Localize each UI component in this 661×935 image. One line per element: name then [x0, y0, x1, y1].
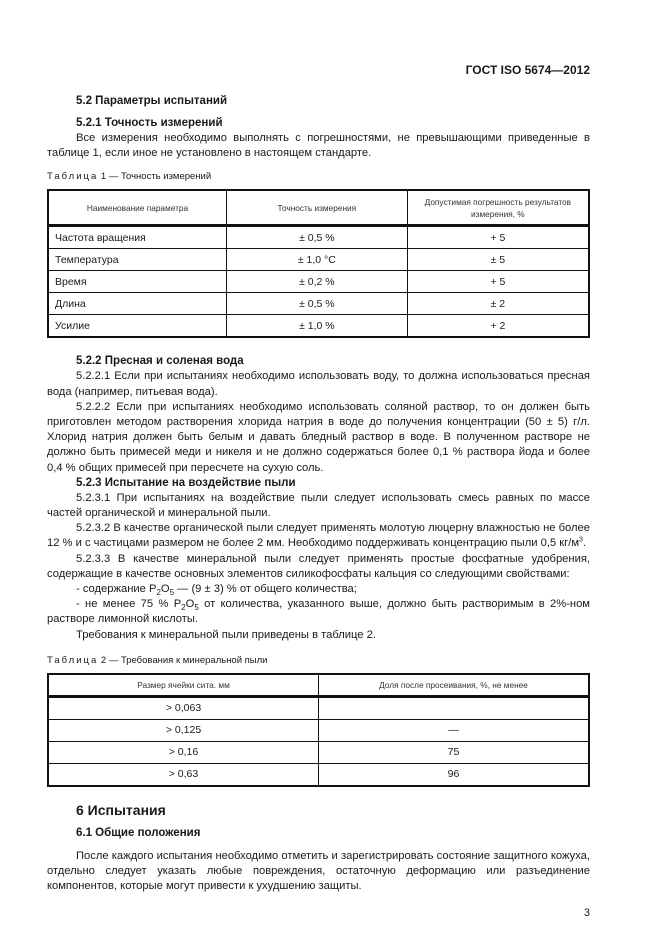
- cell: ± 1,0 °С: [226, 248, 408, 272]
- document-header: ГОСТ ISO 5674—2012: [465, 63, 590, 77]
- section-5-2-heading: 5.2 Параметры испытаний: [76, 95, 228, 107]
- cell: Время: [47, 270, 228, 294]
- cell: Температура: [47, 248, 228, 272]
- table1-caption: Таблица 1 — Точность измерений: [47, 171, 212, 183]
- column-header: Точность измерения: [226, 189, 408, 228]
- table-row: Усилие ± 1,0 % + 2: [47, 314, 590, 338]
- section-5-2-3-heading: 5.2.3 Испытание на воздействие пыли: [76, 476, 296, 489]
- paragraph-5-2-2-1: 5.2.2.1 Если при испытаниях необходимо и…: [47, 370, 590, 398]
- table-row: > 0,063: [47, 695, 590, 720]
- table-measurement-accuracy: Наименование параметра Точность измерени…: [47, 189, 590, 339]
- paragraph-5-2-2-2: 5.2.2.2 Если при испытаниях необходимо и…: [47, 400, 590, 474]
- page-number: 3: [583, 907, 590, 920]
- column-header: Наименование параметра: [47, 189, 228, 228]
- cell: > 0,125: [47, 718, 319, 742]
- cell: ± 1,0 %: [226, 314, 408, 338]
- cell: Усилие: [47, 314, 228, 338]
- table-row: Время ± 0,2 % + 5: [47, 270, 590, 294]
- cell: + 2: [406, 314, 590, 338]
- paragraph-5-2-3-1: 5.2.3.1 При испытаниях на воздействие пы…: [47, 491, 590, 520]
- cell: ± 2: [406, 292, 590, 316]
- cell: > 0,16: [47, 740, 319, 764]
- table-row: Частота вращения ± 0,5 % + 5: [47, 225, 590, 250]
- cell: Длина: [47, 292, 228, 316]
- cell: > 0,63: [47, 762, 319, 787]
- cell: + 5: [406, 225, 590, 250]
- table2-caption: Таблица 2 — Требования к минеральной пыл…: [47, 654, 268, 666]
- section-5-2-2-heading: 5.2.2 Пресная и соленая вода: [76, 355, 244, 368]
- cell: ± 0,5 %: [226, 225, 408, 250]
- cell: > 0,063: [47, 695, 319, 720]
- paragraph-table-reference: Требования к минеральной пыли приведены …: [76, 628, 376, 641]
- cell: 96: [318, 762, 590, 787]
- table-row: Длина ± 0,5 % ± 2: [47, 292, 590, 316]
- cell: ± 0,2 %: [226, 270, 408, 294]
- list-item: - содержание P2O5 — (9 ± 3) % от общего …: [76, 583, 357, 598]
- paragraph-5-2-3-2: 5.2.3.2 В качестве органической пыли сле…: [47, 522, 590, 550]
- paragraph-5-2-1: Все измерения необходимо выполнять с пог…: [47, 132, 590, 160]
- table-mineral-dust-requirements: Размер ячейки сита. мм Доля после просеи…: [47, 672, 590, 787]
- cell: 75: [318, 740, 590, 764]
- cell: [318, 695, 590, 720]
- cell: + 5: [406, 270, 590, 294]
- section-6-1-heading: 6.1 Общие положения: [76, 826, 201, 839]
- section-6-heading: 6 Испытания: [76, 801, 166, 818]
- table-row: Температура ± 1,0 °С ± 5: [47, 248, 590, 272]
- column-header: Допустимая погрешность результатов измер…: [406, 189, 590, 228]
- table-row: > 0,16 75: [47, 740, 590, 764]
- page-content: ГОСТ ISO 5674—2012 5.2 Параметры испытан…: [47, 63, 590, 920]
- table-row: > 0,125—: [47, 718, 590, 742]
- paragraph-5-2-3-3: 5.2.3.3 В качестве минеральной пыли след…: [47, 552, 590, 580]
- paragraph-6-1: После каждого испытания необходимо отмет…: [47, 849, 590, 893]
- column-header: Размер ячейки сита. мм: [47, 673, 319, 698]
- section-5-2-1-heading: 5.2.1 Точность измерений: [76, 117, 223, 129]
- cell: ± 5: [406, 248, 590, 272]
- column-header: Доля после просеивания, %, не менее: [318, 673, 590, 698]
- cell: —: [318, 718, 590, 742]
- table-row: > 0,63 96: [47, 762, 590, 787]
- cell: ± 0,5 %: [226, 292, 408, 316]
- cell: Частота вращения: [47, 225, 228, 250]
- list-item: - не менее 75 % P2O5 от количества, указ…: [47, 598, 590, 626]
